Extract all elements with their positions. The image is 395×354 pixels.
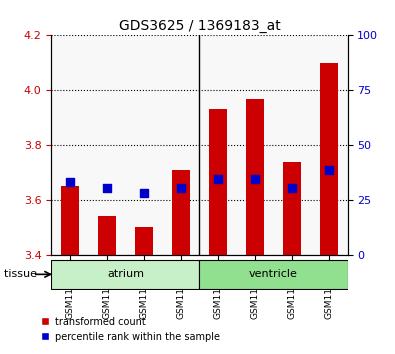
- Bar: [135, 228, 153, 255]
- FancyBboxPatch shape: [199, 260, 348, 289]
- Point: [141, 190, 147, 196]
- Bar: [209, 109, 227, 255]
- Point: [215, 177, 221, 182]
- Bar: [60, 186, 79, 255]
- Point: [326, 167, 332, 173]
- Text: atrium: atrium: [107, 269, 144, 279]
- Text: ventricle: ventricle: [249, 269, 298, 279]
- Point: [67, 179, 73, 185]
- Point: [178, 185, 184, 190]
- Title: GDS3625 / 1369183_at: GDS3625 / 1369183_at: [118, 19, 280, 33]
- Bar: [320, 63, 339, 255]
- Legend: transformed count, percentile rank within the sample: transformed count, percentile rank withi…: [36, 313, 224, 346]
- Point: [289, 185, 295, 190]
- Bar: [172, 170, 190, 255]
- Point: [104, 185, 110, 190]
- Bar: [283, 162, 301, 255]
- Text: tissue: tissue: [4, 269, 40, 279]
- Point: [252, 177, 258, 182]
- FancyBboxPatch shape: [51, 260, 199, 289]
- Bar: [246, 98, 264, 255]
- Bar: [98, 217, 116, 255]
